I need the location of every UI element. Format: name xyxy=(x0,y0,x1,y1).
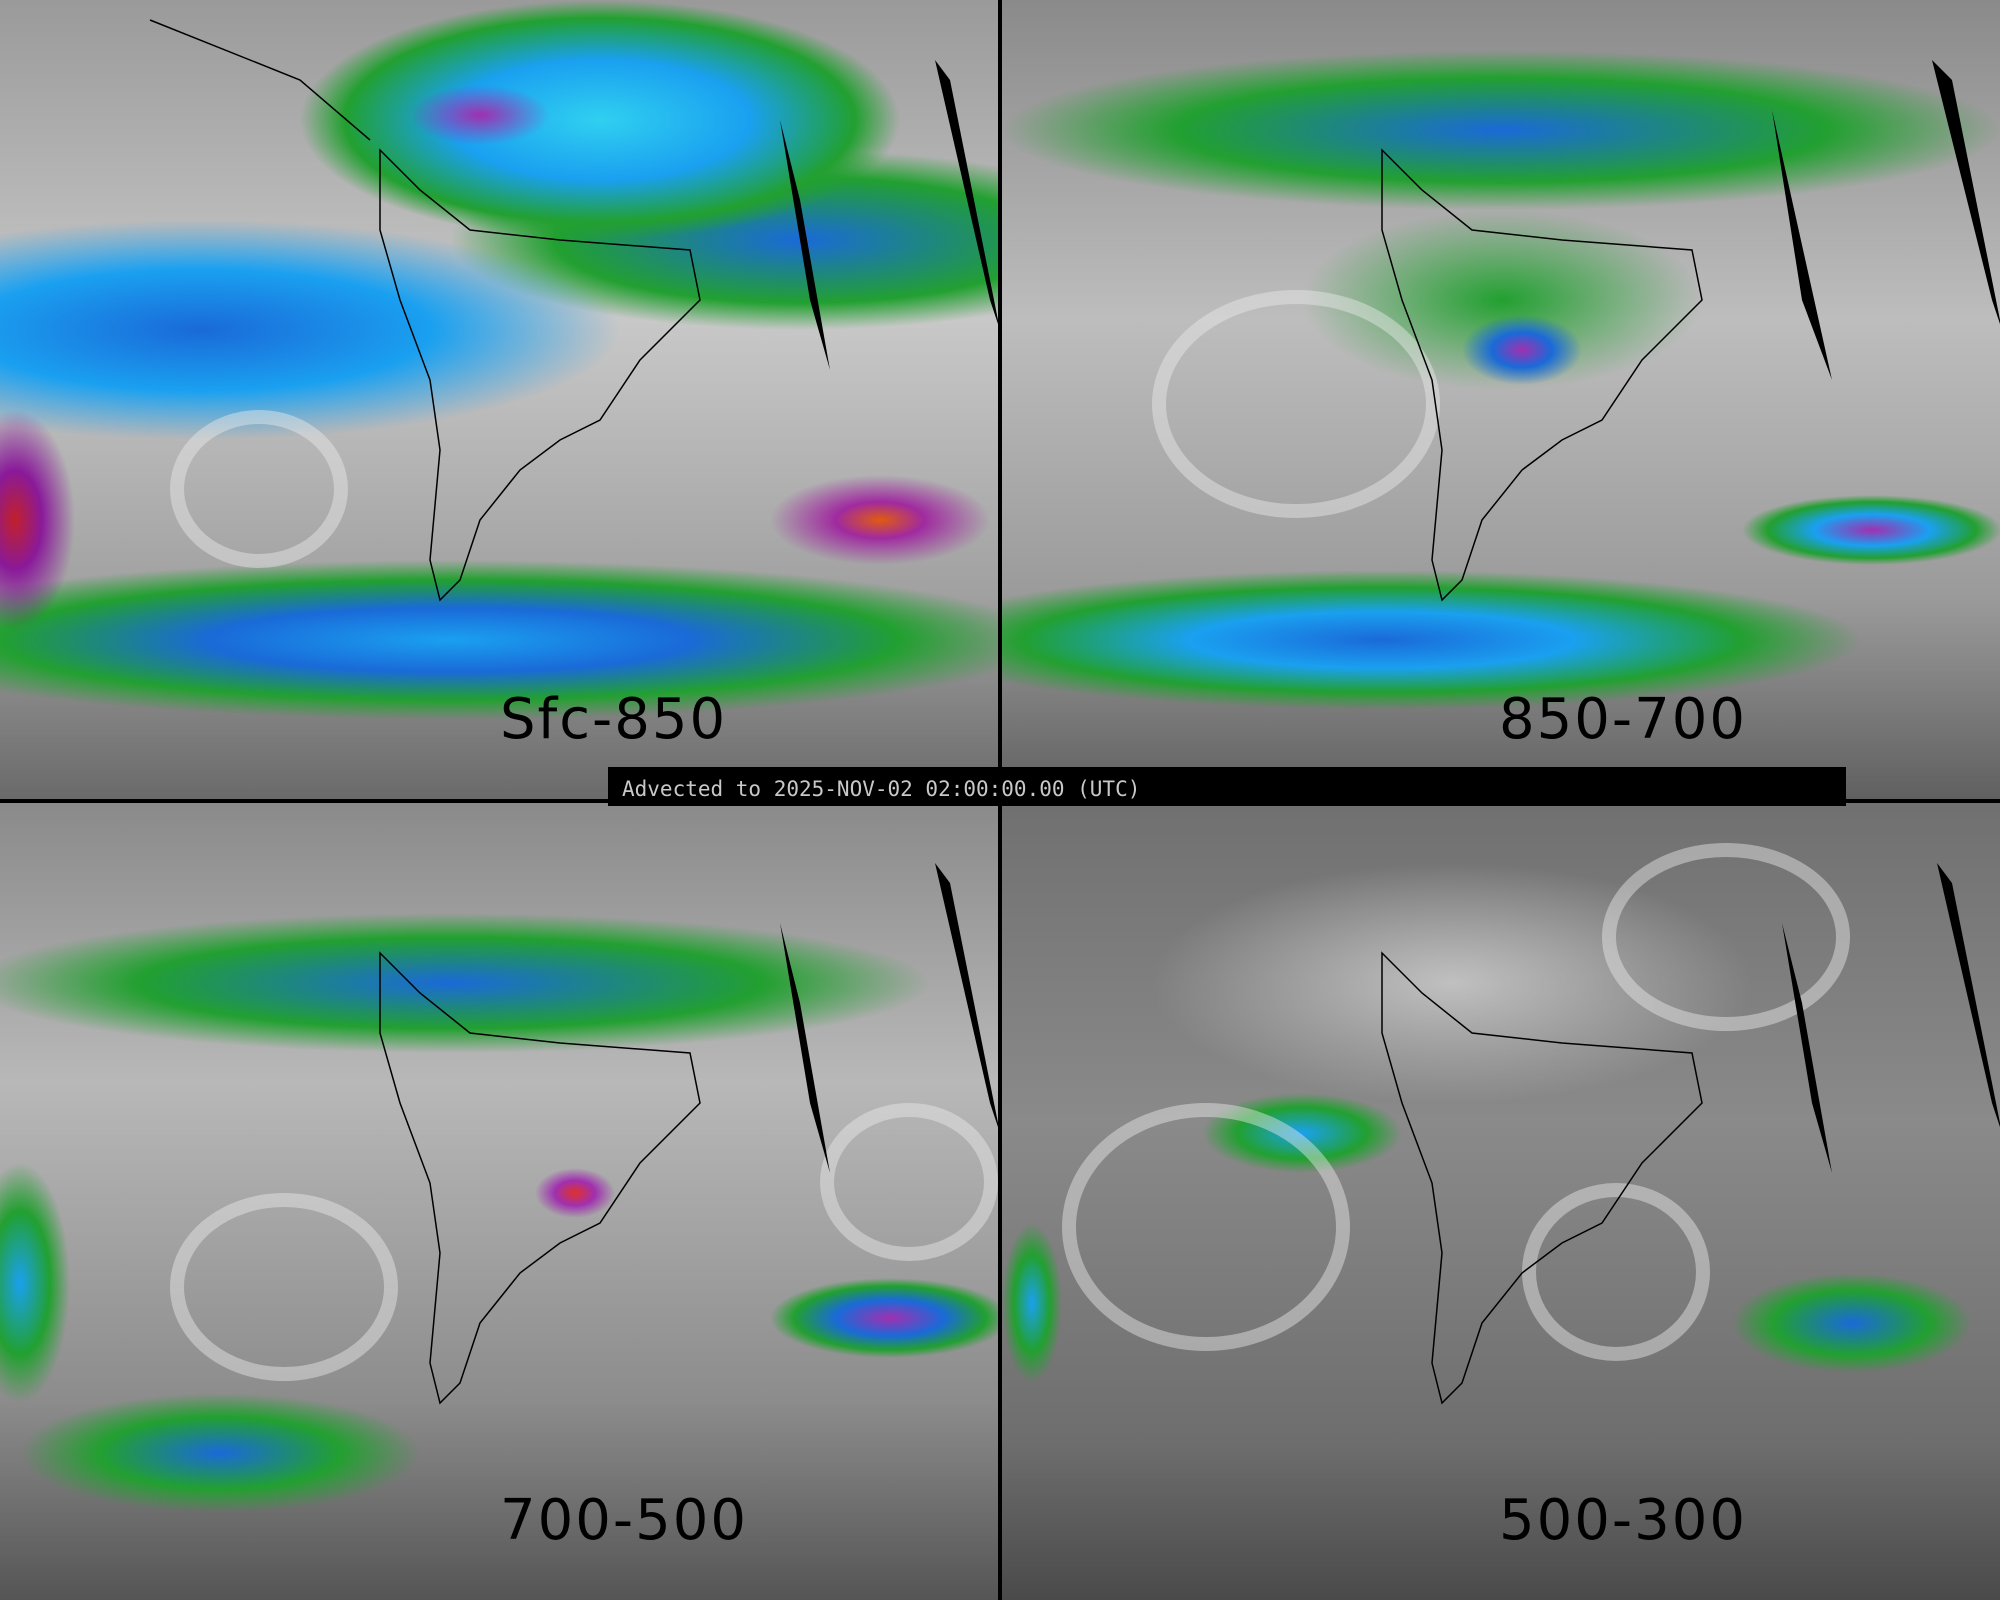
layer-label: Sfc-850 xyxy=(500,687,728,752)
panel-850-700: 850-700 xyxy=(1002,0,2000,799)
layer-label: 500-300 xyxy=(1499,1488,1747,1553)
timestamp-bar: Advected to 2025-NOV-02 02:00:00.00 (UTC… xyxy=(608,767,1846,806)
layer-label: 700-500 xyxy=(500,1488,748,1553)
missing-data-swath xyxy=(780,60,998,370)
continent-outline xyxy=(379,951,701,1405)
missing-data-swath xyxy=(780,863,998,1173)
timestamp-text: Advected to 2025-NOV-02 02:00:00.00 (UTC… xyxy=(622,777,1141,801)
missing-data-swath xyxy=(1782,863,2000,1173)
continent-outline xyxy=(149,19,701,602)
panel-700-500: 700-500 xyxy=(0,803,998,1600)
panel-500-300: 500-300 xyxy=(1002,803,2000,1600)
missing-data-swath xyxy=(1772,60,2000,380)
layer-label: 850-700 xyxy=(1499,687,1747,752)
continent-outline xyxy=(1381,951,1703,1405)
continent-outline xyxy=(1381,148,1703,602)
panel-sfc-850: Sfc-850 xyxy=(0,0,998,799)
